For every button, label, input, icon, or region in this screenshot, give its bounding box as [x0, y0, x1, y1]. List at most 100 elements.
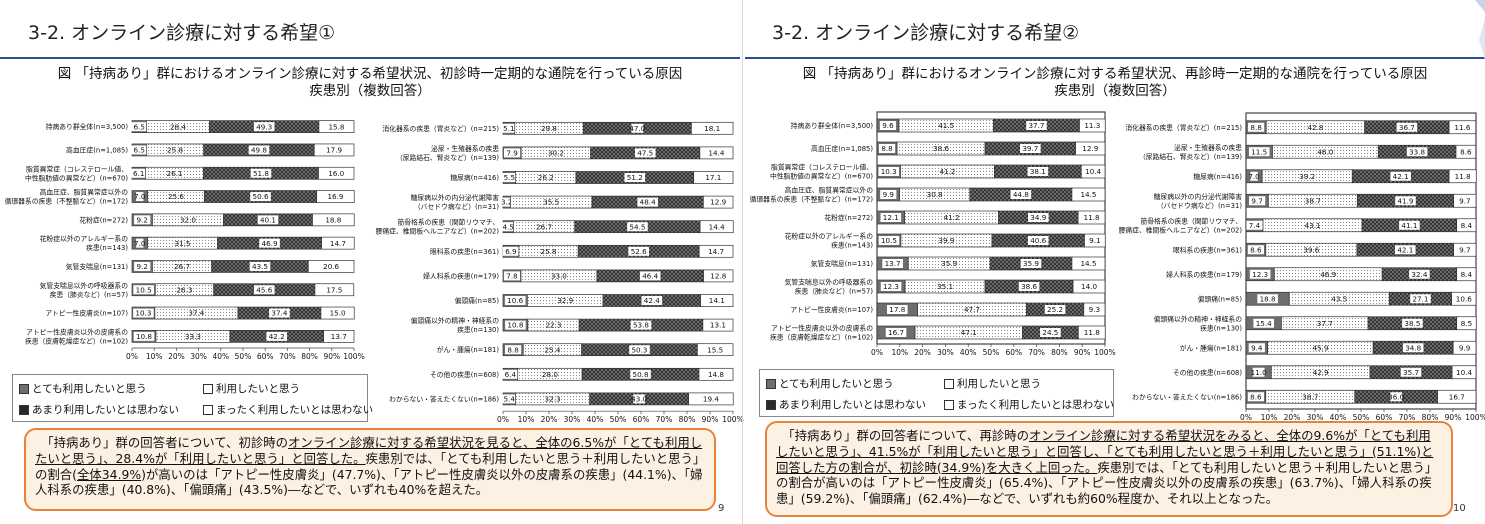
category-label: 泌尿・生殖器系の疾患: [431, 144, 499, 153]
data-label: 54.5: [629, 222, 645, 231]
data-label: 9.3: [1089, 305, 1100, 314]
summary-segment: 全体34.9%: [77, 466, 142, 482]
data-label: 7.0: [1248, 172, 1260, 181]
x-tick-label: 40%: [587, 415, 604, 424]
data-label-bg: [501, 394, 518, 404]
data-label: 25.8: [541, 247, 557, 256]
data-label: 9.9: [1459, 343, 1471, 352]
data-label-bg: [1409, 269, 1430, 279]
data-label: 5.4: [503, 395, 515, 404]
x-tick-label: 20%: [168, 352, 185, 361]
data-label-bg: [266, 331, 288, 341]
bar-segment-not-at-all-willing: [1083, 302, 1106, 317]
data-label: 11.8: [1455, 172, 1471, 181]
data-label-bg: [1402, 318, 1423, 328]
data-label: 12.1: [883, 213, 899, 222]
data-label: 11.3: [1084, 121, 1100, 130]
data-label: 51.8: [253, 169, 269, 178]
data-label: 10.8: [136, 332, 152, 341]
data-label-bg: [878, 236, 900, 245]
data-label: 30.2: [548, 149, 564, 158]
bar-segment-not-at-all-willing: [1448, 120, 1477, 135]
data-label: 9.9: [883, 190, 895, 199]
data-label: 52.6: [631, 247, 647, 256]
data-label: 9.2: [136, 262, 147, 271]
category-label: 泌尿・生殖器系の疾患: [1174, 143, 1242, 152]
data-label: 37.7: [1317, 319, 1333, 328]
title-rule: [745, 57, 1485, 59]
category-label: 消化器系の疾患（胃炎など）(n=215): [1125, 123, 1242, 132]
subtitle-line-2: 疾患別（複数回答）: [1054, 83, 1176, 99]
data-label: 42.8: [1307, 123, 1323, 132]
data-label-bg: [253, 122, 275, 132]
bar-segment-not-at-all-willing: [702, 318, 734, 332]
category-label: 花粉症以外のアレルギー系の: [40, 234, 129, 243]
data-label-bg: [133, 331, 155, 341]
x-tick-label: 100%: [343, 352, 364, 361]
data-label: 25.8: [167, 146, 183, 155]
legend-swatch-3: [19, 404, 29, 415]
legend-item-4: まったく利用したいとは思わない: [203, 402, 373, 417]
data-label: 44.8: [1013, 190, 1029, 199]
data-label-bg: [1400, 367, 1422, 377]
legend-label-1: とても利用したいと思う: [779, 378, 894, 390]
data-label-bg: [1390, 171, 1411, 181]
data-label: 15.4: [1256, 319, 1272, 328]
x-tick-label: 40%: [212, 352, 229, 361]
data-label-bg: [1402, 343, 1424, 353]
category-label: 持病あり群全体(n=3,500): [791, 121, 874, 130]
data-label: 42.1: [1397, 245, 1413, 254]
data-label: 50.8: [633, 370, 649, 379]
x-tick-label: 60%: [257, 352, 274, 361]
data-label-bg: [503, 148, 521, 158]
slide-title: 3-2. オンライン診療に対する希望②: [772, 22, 1080, 44]
summary-text: 「持病あり」群の回答者について、再診時のオンライン診療に対する希望状況をみると、…: [776, 428, 1442, 507]
category-label: 婦人科系の疾患(n=179): [1166, 270, 1242, 279]
data-label: 16.7: [888, 328, 904, 337]
data-label: 45.6: [256, 285, 272, 294]
category-label: 高血圧症(n=1,085): [66, 145, 128, 154]
data-label: 4.5: [502, 222, 513, 231]
data-label-bg: [878, 167, 900, 176]
bar-segment-not-at-all-willing: [313, 143, 355, 157]
data-label: 41.9: [1397, 196, 1413, 205]
data-label: 43.5: [1331, 294, 1347, 303]
data-label: 35.9: [941, 259, 957, 268]
data-label-bg: [250, 168, 272, 178]
data-label: 9.7: [1459, 245, 1470, 254]
data-label: 42.9: [1313, 368, 1329, 377]
category-label: （尿路結石、腎炎など）(n=139): [396, 153, 499, 162]
bar-segment-not-at-all-willing: [1451, 291, 1477, 306]
x-tick-label: 40%: [1330, 413, 1347, 422]
data-label-bg: [880, 190, 897, 199]
category-label: 疾患(n=130): [1200, 323, 1242, 332]
x-tick-label: 10%: [146, 352, 163, 361]
x-tick-label: 30%: [190, 352, 207, 361]
data-label: 22.3: [545, 321, 561, 330]
data-label: 11.8: [1084, 328, 1100, 337]
data-label: 39.9: [938, 236, 954, 245]
data-label-bg: [131, 122, 148, 132]
data-label: 10.5: [881, 236, 897, 245]
data-label: 14.5: [1080, 259, 1096, 268]
data-label: 17.5: [326, 285, 342, 294]
data-label: 10.3: [135, 309, 151, 318]
data-label: 41.5: [938, 121, 954, 130]
summary-segment: オンライン診療に対する希望状況をみると、全体の9.6%が「とても利用したいと思う…: [776, 428, 1434, 475]
category-label: 気管支喘息(n=131): [811, 259, 874, 268]
x-tick-label: 50%: [610, 415, 627, 424]
data-label-bg: [1020, 144, 1041, 153]
data-label-bg: [1026, 121, 1047, 130]
data-label: 34.8: [1405, 343, 1421, 352]
data-label: 17.9: [326, 146, 342, 155]
data-label: 12.3: [1252, 270, 1268, 279]
data-label: 33.3: [185, 332, 201, 341]
data-label: 32.4: [1411, 270, 1427, 279]
data-label-bg: [503, 271, 521, 281]
category-label: 糖尿病以外の内分泌代謝障害: [1154, 192, 1243, 201]
data-label: 10.4: [1456, 368, 1472, 377]
slide-1: 3-2. オンライン診療に対する希望① 図 「持病あり」群におけるオンライン診療…: [0, 0, 744, 524]
category-label: 眼科系の疾患(n=361): [430, 247, 499, 256]
category-label: 婦人科系の疾患(n=179): [423, 271, 499, 280]
data-label: 42.1: [1393, 172, 1409, 181]
